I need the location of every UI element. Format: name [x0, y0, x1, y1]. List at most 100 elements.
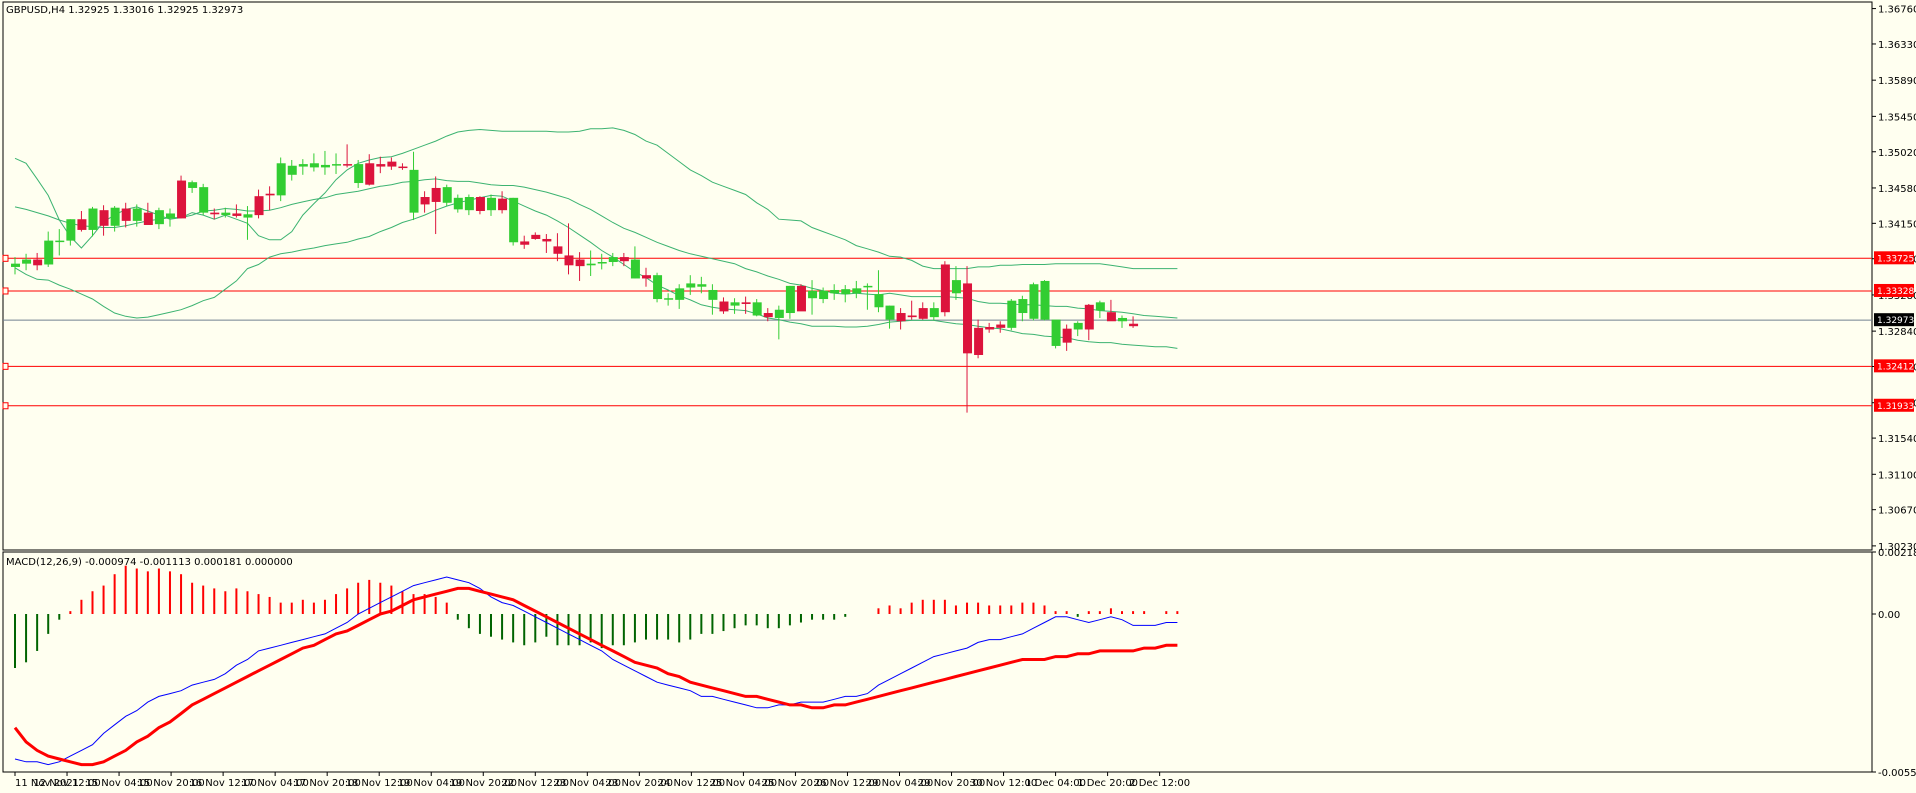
bullish-candle[interactable] [221, 212, 231, 216]
bullish-candle[interactable] [442, 187, 452, 203]
bullish-candle[interactable] [354, 164, 364, 184]
bullish-candle[interactable] [675, 288, 685, 300]
bearish-candle[interactable] [177, 180, 187, 219]
bullish-candle[interactable] [110, 207, 120, 226]
bullish-candle[interactable] [597, 262, 607, 264]
bullish-candle[interactable] [852, 288, 862, 294]
bullish-candle[interactable] [863, 285, 873, 288]
bullish-candle[interactable] [309, 163, 319, 168]
bullish-candle[interactable] [1051, 319, 1061, 346]
bearish-candle[interactable] [210, 212, 220, 215]
bearish-candle[interactable] [796, 285, 806, 312]
bullish-candle[interactable] [1029, 284, 1039, 319]
bullish-candle[interactable] [298, 164, 308, 167]
bearish-candle[interactable] [1062, 328, 1072, 343]
bearish-candle[interactable] [940, 264, 950, 313]
bearish-candle[interactable] [77, 219, 87, 230]
bullish-candle[interactable] [653, 275, 663, 300]
bearish-candle[interactable] [520, 241, 530, 245]
bullish-candle[interactable] [66, 219, 76, 241]
bearish-candle[interactable] [431, 187, 441, 202]
bearish-candle[interactable] [121, 208, 131, 221]
bullish-candle[interactable] [774, 309, 784, 318]
bearish-candle[interactable] [1129, 323, 1139, 327]
level-line-handle[interactable] [2, 287, 9, 295]
bullish-candle[interactable] [752, 302, 762, 316]
bullish-candle[interactable] [453, 197, 463, 210]
bullish-candle[interactable] [730, 302, 740, 306]
bullish-candle[interactable] [1018, 299, 1028, 314]
bullish-candle[interactable] [320, 164, 330, 168]
bullish-candle[interactable] [199, 187, 209, 213]
bullish-candle[interactable] [608, 257, 618, 263]
bullish-candle[interactable] [1095, 302, 1105, 311]
bullish-candle[interactable] [686, 283, 696, 288]
bullish-candle[interactable] [88, 208, 98, 230]
bearish-candle[interactable] [641, 275, 651, 279]
bearish-candle[interactable] [99, 210, 109, 226]
bearish-candle[interactable] [343, 164, 353, 166]
bullish-candle[interactable] [44, 240, 54, 265]
bearish-candle[interactable] [420, 197, 430, 205]
bullish-candle[interactable] [55, 240, 65, 243]
bullish-candle[interactable] [276, 163, 286, 196]
bearish-candle[interactable] [1084, 304, 1094, 330]
macd-pane[interactable]: 0.002181 0.00 -0.005559 [2, 548, 1916, 779]
bullish-candle[interactable] [509, 197, 519, 243]
bullish-candle[interactable] [1040, 280, 1050, 320]
bearish-candle[interactable] [907, 315, 917, 318]
bearish-candle[interactable] [232, 213, 242, 216]
bearish-candle[interactable] [531, 234, 541, 239]
bearish-candle[interactable] [1106, 312, 1116, 322]
bullish-candle[interactable] [464, 197, 474, 211]
bearish-candle[interactable] [553, 246, 563, 254]
bearish-candle[interactable] [398, 166, 408, 169]
bearish-candle[interactable] [896, 313, 906, 322]
bullish-candle[interactable] [487, 197, 497, 211]
bearish-candle[interactable] [498, 198, 508, 211]
bullish-candle[interactable] [22, 259, 32, 264]
bearish-candle[interactable] [575, 259, 585, 267]
bullish-candle[interactable] [630, 259, 640, 279]
bearish-candle[interactable] [365, 163, 375, 185]
bullish-candle[interactable] [154, 210, 164, 225]
bearish-candle[interactable] [254, 196, 264, 216]
bullish-candle[interactable] [243, 214, 253, 218]
bearish-candle[interactable] [475, 197, 485, 211]
bearish-candle[interactable] [996, 324, 1006, 328]
bullish-candle[interactable] [1073, 322, 1083, 330]
bullish-candle[interactable] [11, 263, 20, 267]
bullish-candle[interactable] [586, 263, 596, 266]
bullish-candle[interactable] [1118, 317, 1127, 322]
bullish-candle[interactable] [951, 280, 961, 294]
bullish-candle[interactable] [664, 298, 674, 300]
price-pane[interactable]: 1.36760 1.36330 1.35890 1.35450 1.35020 1.345… [2, 1, 1916, 553]
bullish-candle[interactable] [332, 164, 342, 166]
bullish-candle[interactable] [885, 305, 895, 320]
bullish-candle[interactable] [708, 289, 718, 300]
bearish-candle[interactable] [741, 302, 751, 304]
bearish-candle[interactable] [719, 301, 729, 312]
bearish-candle[interactable] [33, 259, 43, 266]
bearish-candle[interactable] [985, 327, 995, 330]
bearish-candle[interactable] [918, 308, 928, 319]
level-line-handle[interactable] [2, 362, 9, 370]
bearish-candle[interactable] [265, 193, 275, 196]
bullish-candle[interactable] [841, 289, 851, 295]
bullish-candle[interactable] [785, 285, 795, 314]
bullish-candle[interactable] [874, 294, 884, 308]
bullish-candle[interactable] [188, 182, 198, 188]
bearish-candle[interactable] [974, 327, 984, 355]
bullish-candle[interactable] [819, 290, 829, 300]
bearish-candle[interactable] [143, 212, 153, 225]
bullish-candle[interactable] [165, 213, 175, 219]
bearish-candle[interactable] [387, 161, 397, 167]
bearish-candle[interactable] [564, 255, 574, 266]
bullish-candle[interactable] [1007, 300, 1017, 328]
level-line-handle[interactable] [2, 254, 9, 262]
bullish-candle[interactable] [132, 208, 142, 221]
level-line-handle[interactable] [2, 402, 9, 410]
bearish-candle[interactable] [963, 283, 973, 354]
bullish-candle[interactable] [697, 284, 707, 287]
